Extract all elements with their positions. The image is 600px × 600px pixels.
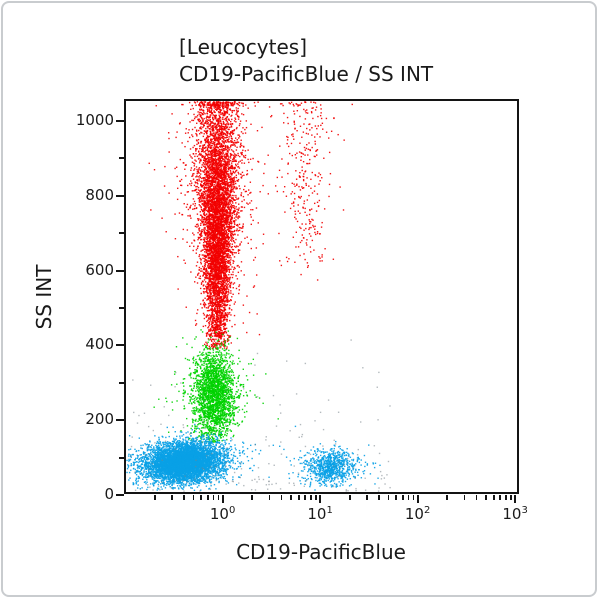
y-axis-label: SS INT: [32, 264, 56, 330]
y-minor-tick: [119, 157, 124, 160]
x-minor-tick: [315, 495, 317, 500]
y-major-tick: [116, 419, 124, 422]
x-minor-tick: [463, 495, 466, 500]
x-tick-label: 103: [502, 505, 528, 523]
y-tick-label: 0: [104, 485, 114, 503]
y-tick-label: 1000: [75, 111, 114, 129]
plot-title-line2: CD19-PacificBlue / SS INT: [179, 62, 434, 86]
x-minor-tick: [280, 495, 283, 500]
x-major-tick: [221, 495, 224, 503]
x-tick-label: 102: [404, 505, 431, 523]
x-major-tick: [319, 495, 322, 503]
x-minor-tick: [412, 495, 415, 500]
x-minor-tick: [401, 495, 404, 500]
y-tick-label: 800: [85, 185, 114, 204]
x-minor-tick: [200, 495, 203, 500]
y-tick-label: 200: [85, 410, 114, 429]
x-tick-label: 101: [307, 505, 333, 523]
x-minor-tick: [251, 495, 254, 500]
x-minor-tick: [171, 495, 173, 500]
x-axis-label: CD19-PacificBlue: [236, 540, 406, 564]
x-minor-tick: [492, 495, 495, 500]
x-minor-tick: [153, 495, 156, 500]
x-minor-tick: [206, 495, 209, 500]
x-major-tick: [514, 495, 517, 503]
y-minor-tick: [119, 307, 124, 309]
x-major-tick: [416, 495, 419, 503]
plot-title: [Leucocytes] CD19-PacificBlue / SS INT: [179, 34, 433, 88]
y-major-tick: [116, 194, 124, 197]
y-major-tick: [116, 494, 124, 496]
x-minor-tick: [485, 495, 487, 500]
x-minor-tick: [510, 495, 512, 500]
y-major-tick: [116, 120, 124, 122]
x-minor-tick: [297, 495, 300, 500]
x-minor-tick: [446, 495, 449, 500]
y-major-tick: [116, 269, 124, 272]
x-minor-tick: [217, 495, 220, 500]
x-tick-label: 100: [209, 505, 236, 523]
x-minor-tick: [366, 495, 368, 500]
y-minor-tick: [119, 232, 124, 235]
x-minor-tick: [212, 495, 215, 500]
y-minor-tick: [119, 381, 124, 384]
plot-area[interactable]: [124, 99, 519, 494]
x-minor-tick: [395, 495, 398, 500]
x-minor-tick: [183, 495, 185, 500]
x-minor-tick: [310, 495, 312, 500]
y-major-tick: [116, 344, 124, 347]
x-minor-tick: [192, 495, 195, 500]
x-minor-tick: [387, 495, 390, 500]
x-minor-tick: [268, 495, 271, 500]
x-minor-tick: [348, 495, 351, 500]
scatter-canvas[interactable]: [126, 101, 517, 492]
x-minor-tick: [475, 495, 478, 500]
x-minor-tick: [499, 495, 502, 500]
y-minor-tick: [119, 456, 124, 459]
x-minor-tick: [407, 495, 410, 500]
y-tick-label: 400: [85, 335, 114, 354]
x-minor-tick: [505, 495, 507, 500]
y-tick-label: 600: [85, 260, 114, 279]
x-minor-tick: [378, 495, 380, 500]
x-minor-tick: [290, 495, 292, 500]
plot-title-line1: [Leucocytes]: [179, 35, 308, 59]
x-minor-tick: [304, 495, 307, 500]
